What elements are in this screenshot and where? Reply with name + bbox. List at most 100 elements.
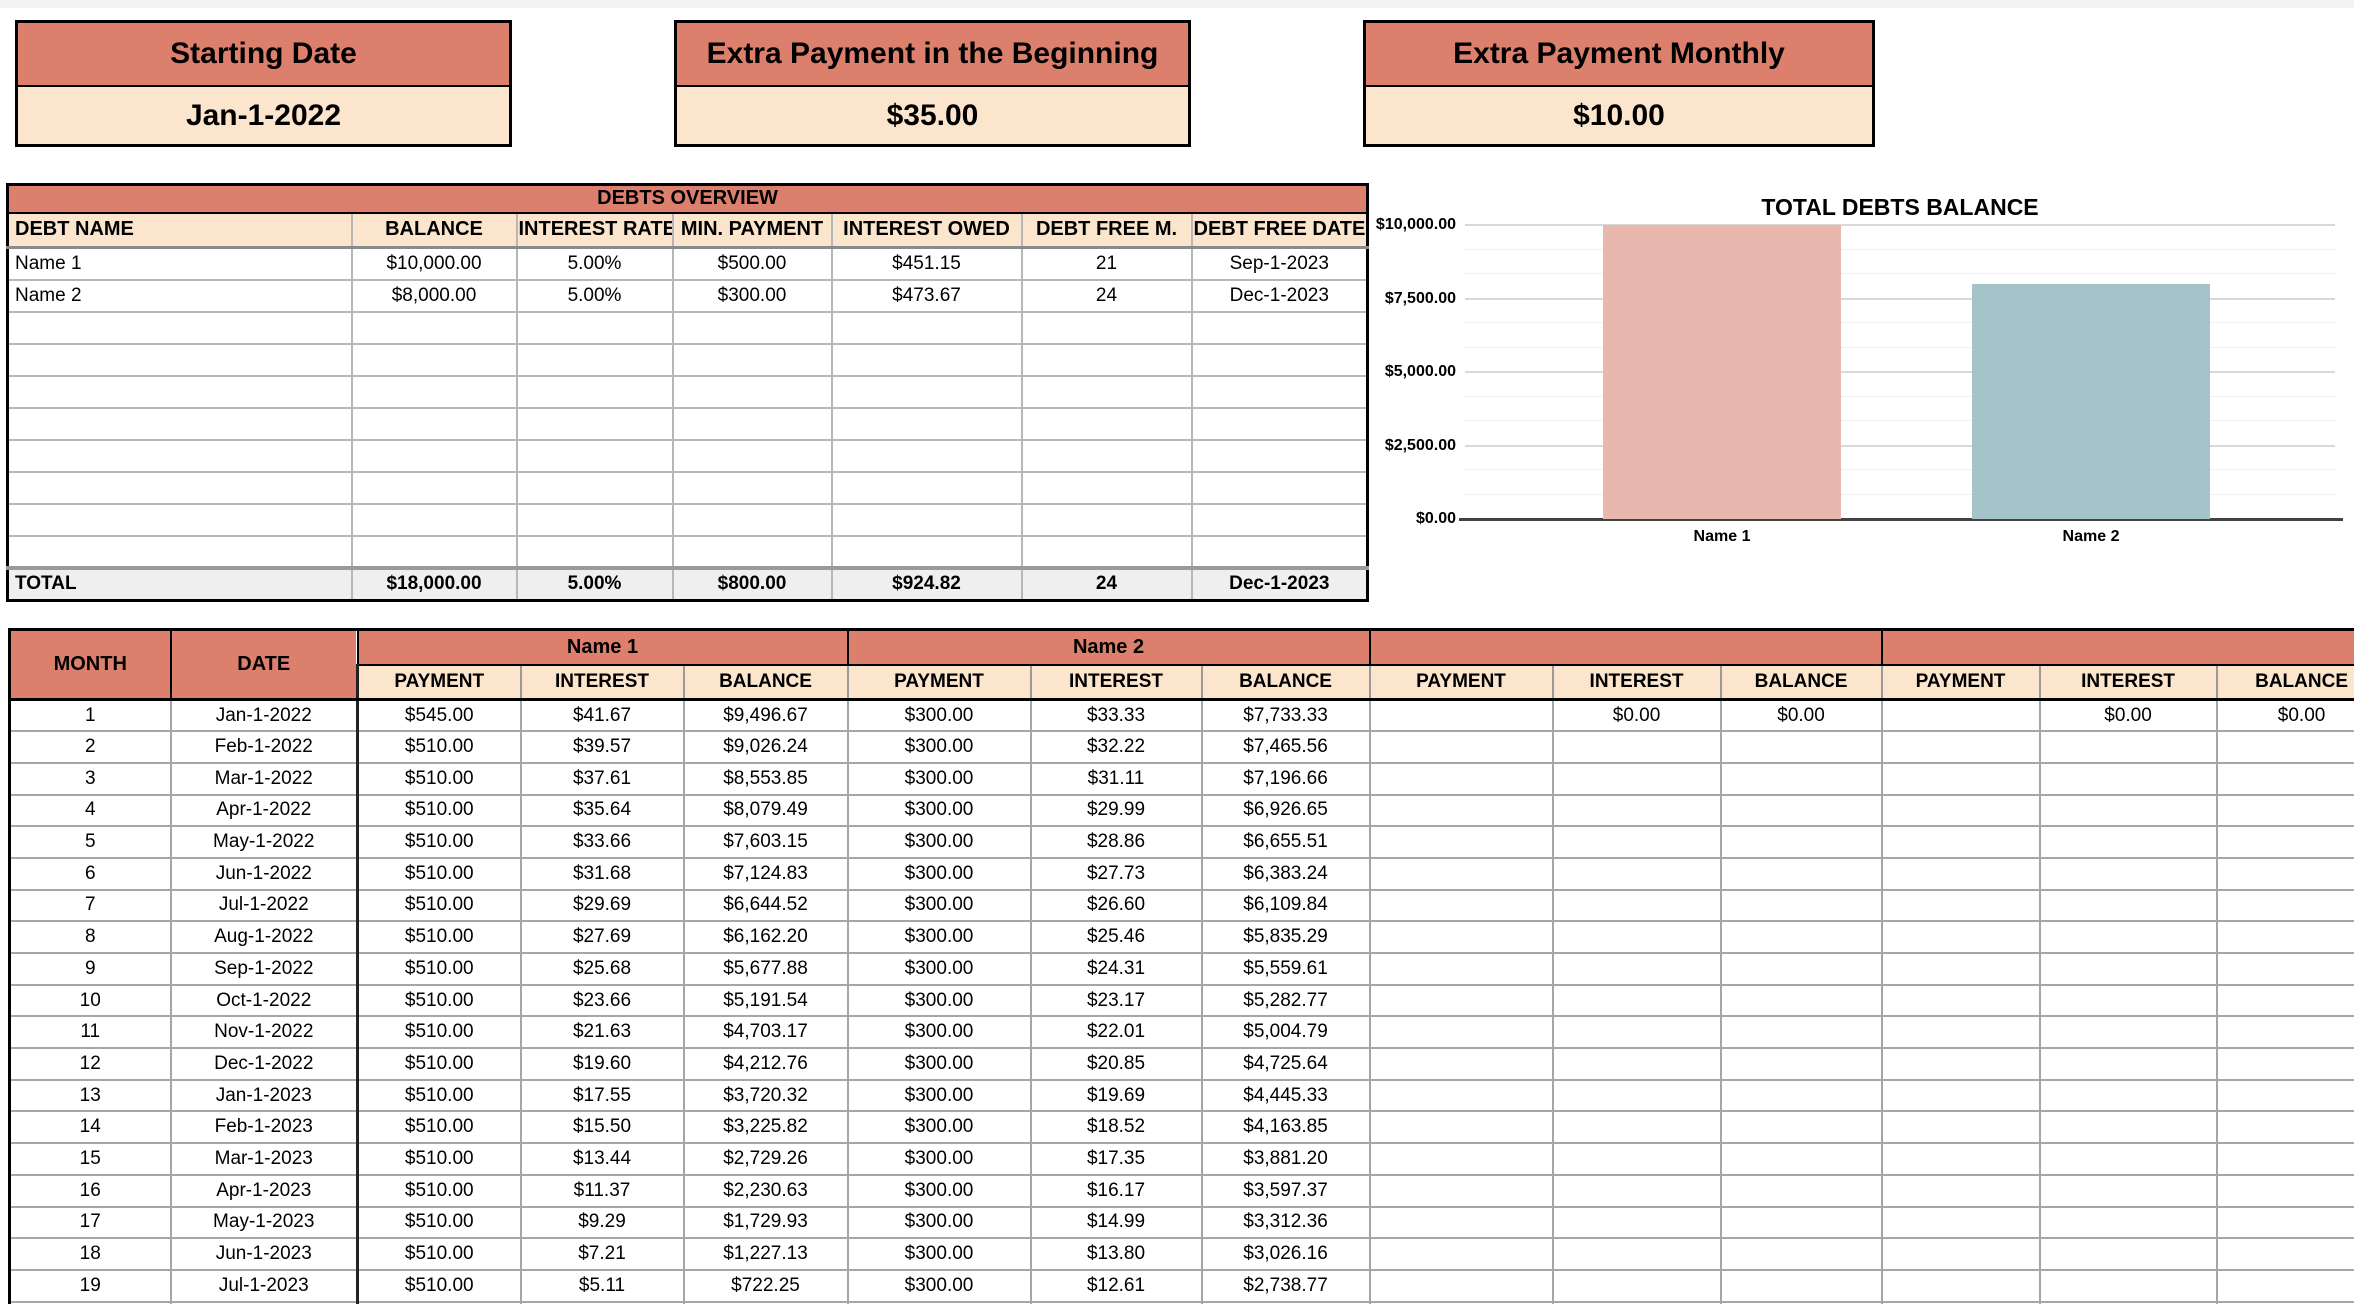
schedule-cell[interactable] xyxy=(1368,952,1554,986)
debts-cell[interactable] xyxy=(6,470,353,505)
schedule-date-header[interactable]: DATE xyxy=(169,628,359,701)
schedule-month-cell[interactable]: 15 xyxy=(8,1142,172,1176)
debts-cell[interactable]: Dec-1-2023 xyxy=(1190,278,1369,313)
debts-cell[interactable] xyxy=(671,342,833,377)
schedule-subheader[interactable]: BALANCE xyxy=(682,664,849,701)
schedule-cell[interactable] xyxy=(1368,920,1554,954)
schedule-date-cell[interactable]: Jun-1-2023 xyxy=(169,1237,359,1271)
debts-cell[interactable] xyxy=(6,534,353,569)
schedule-cell[interactable] xyxy=(1368,1047,1554,1081)
schedule-date-cell[interactable]: Mar-1-2022 xyxy=(169,761,359,796)
schedule-cell[interactable] xyxy=(1880,1268,2041,1303)
schedule-cell[interactable]: $300.00 xyxy=(846,1110,1032,1145)
card-value[interactable]: Jan-1-2022 xyxy=(18,87,509,144)
debts-cell[interactable] xyxy=(515,502,674,537)
schedule-cell[interactable] xyxy=(2215,1268,2354,1303)
schedule-cell[interactable]: $1,227.13 xyxy=(682,1237,849,1271)
schedule-cell[interactable] xyxy=(2038,888,2218,923)
schedule-group-header-2[interactable]: Name 2 xyxy=(846,628,1371,666)
debts-cell[interactable] xyxy=(671,502,833,537)
schedule-cell[interactable]: $5,677.88 xyxy=(682,952,849,986)
schedule-cell[interactable]: $300.00 xyxy=(846,983,1032,1018)
schedule-cell[interactable] xyxy=(1719,1173,1883,1208)
schedule-cell[interactable]: $510.00 xyxy=(356,1078,522,1113)
schedule-cell[interactable] xyxy=(1368,793,1554,828)
debts-cell[interactable]: $500.00 xyxy=(671,246,833,281)
schedule-month-cell[interactable]: 6 xyxy=(8,856,172,891)
debts-cell[interactable] xyxy=(350,438,518,473)
schedule-month-cell[interactable]: 10 xyxy=(8,983,172,1018)
schedule-cell[interactable]: $300.00 xyxy=(846,1237,1032,1271)
schedule-cell[interactable]: $300.00 xyxy=(846,730,1032,764)
schedule-cell[interactable] xyxy=(1880,856,2041,891)
schedule-cell[interactable] xyxy=(1368,888,1554,923)
schedule-cell[interactable] xyxy=(1880,1142,2041,1176)
schedule-cell[interactable] xyxy=(1880,793,2041,828)
schedule-cell[interactable]: $6,926.65 xyxy=(1200,793,1371,828)
schedule-cell[interactable] xyxy=(2215,825,2354,859)
schedule-cell[interactable] xyxy=(1719,1078,1883,1113)
schedule-subheader[interactable]: INTEREST xyxy=(1029,664,1203,701)
debts-cell[interactable] xyxy=(1190,470,1369,505)
debts-total-cell[interactable]: 24 xyxy=(1020,565,1192,601)
schedule-cell[interactable] xyxy=(1719,856,1883,891)
schedule-cell[interactable]: $510.00 xyxy=(356,920,522,954)
schedule-cell[interactable]: $7,124.83 xyxy=(682,856,849,891)
schedule-cell[interactable] xyxy=(2038,1173,2218,1208)
schedule-cell[interactable] xyxy=(2038,825,2218,859)
schedule-cell[interactable]: $4,445.33 xyxy=(1200,1078,1371,1113)
schedule-month-cell[interactable]: 7 xyxy=(8,888,172,923)
schedule-cell[interactable]: $510.00 xyxy=(356,793,522,828)
schedule-cell[interactable]: $300.00 xyxy=(846,856,1032,891)
schedule-cell[interactable]: $6,383.24 xyxy=(1200,856,1371,891)
schedule-cell[interactable]: $300.00 xyxy=(846,1015,1032,1050)
schedule-cell[interactable]: $300.00 xyxy=(846,952,1032,986)
schedule-cell[interactable] xyxy=(1368,1110,1554,1145)
schedule-cell[interactable] xyxy=(356,1300,522,1304)
schedule-cell[interactable] xyxy=(8,1300,172,1304)
schedule-cell[interactable]: $300.00 xyxy=(846,1173,1032,1208)
schedule-cell[interactable]: $20.85 xyxy=(1029,1047,1203,1081)
debts-cell[interactable] xyxy=(830,406,1023,441)
debts-cell[interactable] xyxy=(830,470,1023,505)
debts-total-cell[interactable]: $800.00 xyxy=(671,565,832,601)
schedule-cell[interactable] xyxy=(2038,1047,2218,1081)
schedule-cell[interactable] xyxy=(2038,1237,2218,1271)
debts-cell[interactable] xyxy=(515,438,674,473)
schedule-cell[interactable] xyxy=(2215,856,2354,891)
schedule-cell[interactable]: $300.00 xyxy=(846,793,1032,828)
schedule-cell[interactable] xyxy=(2038,1110,2218,1145)
schedule-cell[interactable]: $300.00 xyxy=(846,920,1032,954)
schedule-cell[interactable] xyxy=(2038,1205,2218,1240)
debts-cell[interactable] xyxy=(671,406,833,441)
schedule-month-cell[interactable]: 14 xyxy=(8,1110,172,1145)
schedule-date-cell[interactable]: Mar-1-2023 xyxy=(169,1142,359,1176)
schedule-cell[interactable] xyxy=(1551,888,1722,923)
schedule-month-cell[interactable]: 4 xyxy=(8,793,172,828)
schedule-cell[interactable] xyxy=(1719,952,1883,986)
schedule-cell[interactable] xyxy=(2038,856,2218,891)
schedule-cell[interactable]: $300.00 xyxy=(846,761,1032,796)
schedule-cell[interactable]: $300.00 xyxy=(846,825,1032,859)
card-value[interactable]: $10.00 xyxy=(1366,87,1872,144)
schedule-cell[interactable]: $7.21 xyxy=(519,1237,685,1271)
schedule-cell[interactable]: $0.00 xyxy=(2038,698,2218,733)
schedule-cell[interactable] xyxy=(1880,1015,2041,1050)
schedule-cell[interactable] xyxy=(1719,1110,1883,1145)
debts-cell[interactable]: 5.00% xyxy=(515,246,674,281)
debts-cell[interactable] xyxy=(1020,374,1193,409)
schedule-cell[interactable] xyxy=(1719,1268,1883,1303)
schedule-cell[interactable] xyxy=(169,1300,359,1304)
schedule-cell[interactable] xyxy=(2215,1173,2354,1208)
debts-cell[interactable] xyxy=(1190,406,1369,441)
schedule-cell[interactable] xyxy=(2215,888,2354,923)
schedule-cell[interactable] xyxy=(1368,1205,1554,1240)
schedule-cell[interactable]: $2,230.63 xyxy=(682,1173,849,1208)
debts-cell[interactable] xyxy=(6,342,353,377)
schedule-subheader[interactable]: INTEREST xyxy=(2038,664,2218,701)
debts-cell[interactable] xyxy=(1020,534,1193,569)
schedule-cell[interactable] xyxy=(1880,1078,2041,1113)
schedule-cell[interactable] xyxy=(2215,1300,2354,1304)
schedule-cell[interactable] xyxy=(682,1300,849,1304)
schedule-cell[interactable] xyxy=(2038,952,2218,986)
